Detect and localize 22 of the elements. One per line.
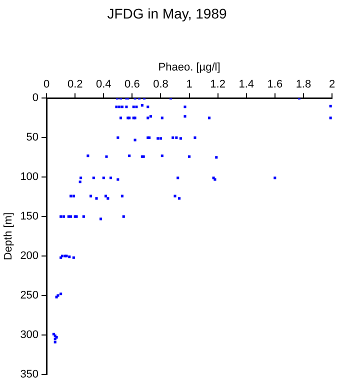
x-tick-label: 1.2 [210,78,226,91]
x-tick-label: 1.6 [267,78,283,91]
x-tick-label: 0.2 [67,78,83,91]
x-tick-label: 0.8 [153,78,168,91]
x-tick-label: 1 [186,78,192,91]
x-tick-label: 2 [328,78,336,91]
chart-title: JFDG in May, 1989 [107,5,227,22]
x-tick-label: 0 [43,78,50,91]
x-tick-label: 0.6 [124,78,140,91]
y-tick-label: 200 [20,250,39,262]
y-tick-label: 350 [20,368,39,380]
y-axis-title: Depth [m] [2,212,15,260]
y-tick-label: 50 [26,132,39,144]
x-tick-label: 1.8 [296,78,312,91]
y-tick-label: 100 [20,171,39,184]
y-tick-label: 0 [32,92,39,104]
x-tick-label: 1.4 [238,78,254,91]
x-axis-title: Phaeo. [µg/l] [158,61,220,74]
y-tick-label: 250 [20,290,39,302]
y-tick-label: 300 [20,328,39,341]
x-tick-label: 0.4 [96,78,112,91]
y-tick-label: 150 [20,210,39,223]
